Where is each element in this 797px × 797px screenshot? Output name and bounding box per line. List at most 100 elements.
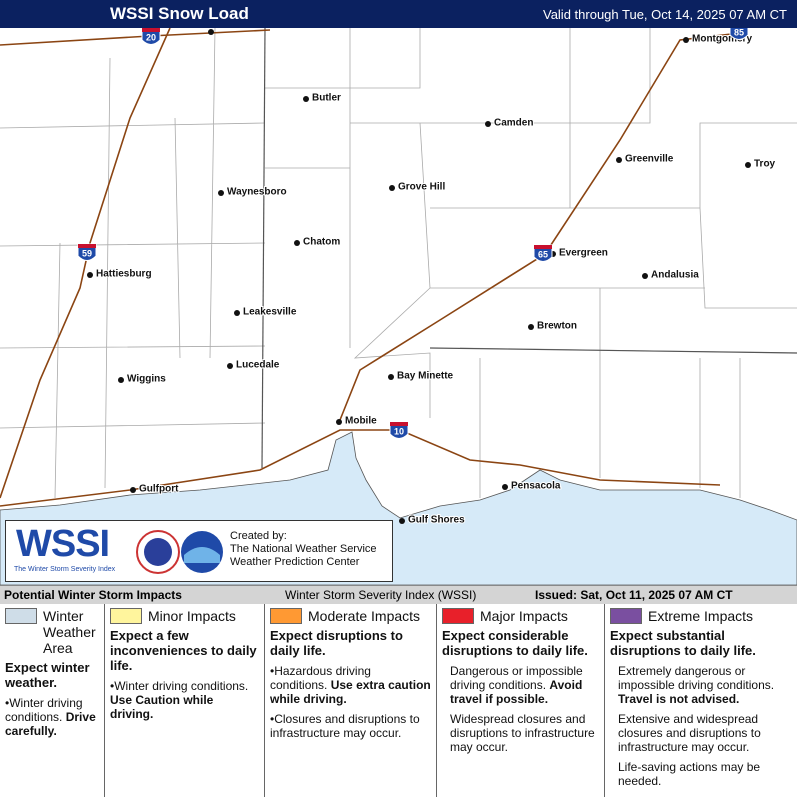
legend-title: Extreme Impacts (648, 608, 754, 624)
header: WSSI Snow Load Valid through Tue, Oct 14… (0, 0, 797, 28)
city-dot (234, 310, 240, 316)
logo-subtitle: The Winter Storm Severity Index (14, 566, 116, 573)
city-dot (130, 487, 136, 493)
city-dot (388, 374, 394, 380)
legend-header: Extreme Impacts (610, 608, 792, 624)
shield-top (390, 422, 408, 426)
city-dot (389, 185, 395, 191)
interstate-shield (533, 244, 553, 262)
city-dot (227, 363, 233, 369)
shield-number: 85 (734, 28, 744, 37)
legend-column: Minor Impacts Expect a few inconveniences… (105, 604, 265, 797)
logo-box: WSSI The Winter Storm Severity Index Cre… (5, 520, 393, 582)
legend-title: Minor Impacts (148, 608, 236, 624)
item-emphasis: Drive carefully. (5, 710, 96, 738)
city-label: Lucedale (236, 360, 280, 371)
city-label: Brewton (537, 321, 577, 332)
credit-line: Weather Prediction Center (230, 556, 360, 568)
legend-item: Winter driving conditions. Drive careful… (5, 696, 99, 738)
city-dot (218, 190, 224, 196)
footer-left: Potential Winter Storm Impacts (4, 588, 182, 602)
credit-line: Created by: (230, 530, 287, 542)
shield-top (78, 244, 96, 248)
item-text: Extremely dangerous or impossible drivin… (618, 664, 775, 692)
city-dot (87, 272, 93, 278)
city-label: Grove Hill (398, 182, 445, 193)
shield-top (142, 28, 160, 32)
city-label: Greenville (625, 154, 674, 165)
shield-number: 20 (146, 32, 156, 42)
city-dot (208, 29, 214, 35)
legend-column: Extreme Impacts Expect substantial disrup… (605, 604, 797, 797)
legend-item: Life-saving actions may be needed. (610, 760, 792, 788)
legend-item: Hazardous driving conditions. Use extra … (270, 664, 431, 706)
shield-number: 10 (394, 426, 404, 436)
city-dot (399, 518, 405, 524)
item-text: Life-saving actions may be needed. (618, 760, 761, 788)
legend-column: Major Impacts Expect considerable disrupt… (437, 604, 605, 797)
credit-line: The National Weather Service (230, 543, 377, 555)
legend-header: Winter Weather Area (5, 608, 99, 656)
city-dot (118, 377, 124, 383)
legend-item: Extremely dangerous or impossible drivin… (610, 664, 792, 706)
city-dot (616, 157, 622, 163)
title: WSSI Snow Load (110, 4, 249, 23)
city-label: Waynesboro (227, 187, 287, 198)
legend-header: Minor Impacts (110, 608, 259, 624)
legend-summary: Expect winter weather. (5, 660, 90, 690)
city-label: Leakesville (243, 307, 297, 318)
legend-item: Widespread closures and disruptions to i… (442, 712, 599, 754)
city-dot (294, 240, 300, 246)
city-label: Gulf Shores (408, 515, 465, 526)
legend-summary: Expect considerable disruptions to daily… (442, 628, 588, 658)
interstate-shield (729, 28, 749, 40)
city-label: Butler (312, 93, 341, 104)
legend-summary: Expect a few inconveniences to daily lif… (110, 628, 257, 673)
legend-swatch (110, 608, 142, 624)
city-label: Chatom (303, 237, 340, 248)
legend-column: Winter Weather Area Expect winter weather… (0, 604, 105, 797)
logo-mark: WSSI (16, 523, 110, 565)
item-emphasis: Use extra caution while driving. (270, 678, 431, 706)
issued: Issued: Sat, Oct 11, 2025 07 AM CT (535, 588, 733, 602)
interstate-shield (77, 243, 97, 261)
city-label: Hattiesburg (96, 269, 152, 280)
legend-item: Winter driving conditions. Use Caution w… (110, 679, 259, 721)
item-emphasis: Travel is not advised. (618, 692, 740, 706)
legend-item: Extensive and widespread closures and di… (610, 712, 792, 754)
city-dot (528, 324, 534, 330)
legend-header: Moderate Impacts (270, 608, 431, 624)
item-text: Hazardous driving conditions. (270, 664, 371, 692)
city-label: Camden (494, 118, 533, 129)
city-label: Wiggins (127, 374, 166, 385)
credit: Created by: The National Weather Service… (230, 530, 377, 569)
city-label: Troy (754, 159, 776, 170)
city-dot (642, 273, 648, 279)
city-dot (336, 419, 342, 425)
legend-summary: Expect disruptions to daily life. (270, 628, 403, 658)
legend-swatch (442, 608, 474, 624)
city-label: Andalusia (651, 270, 699, 281)
city-dot (683, 37, 689, 43)
legend-column: Moderate Impacts Expect disruptions to da… (265, 604, 437, 797)
legend-swatch (610, 608, 642, 624)
legend-swatch (270, 608, 302, 624)
interstate-shield (389, 421, 409, 439)
legend-title: Major Impacts (480, 608, 568, 624)
city-label: Gulfport (139, 484, 179, 495)
legend-item: Dangerous or impossible driving conditio… (442, 664, 599, 706)
valid-time: Valid through Tue, Oct 14, 2025 07 AM CT (542, 7, 787, 22)
legend-header: Major Impacts (442, 608, 599, 624)
item-emphasis: Avoid travel if possible. (450, 678, 583, 706)
city-dot (502, 484, 508, 490)
city-label: Evergreen (559, 248, 608, 259)
legend-summary: Expect substantial disruptions to daily … (610, 628, 756, 658)
legend-title: Winter Weather Area (43, 608, 96, 656)
city-label: Mobile (345, 416, 377, 427)
city-dot (485, 121, 491, 127)
item-emphasis: Use Caution while driving. (110, 693, 214, 721)
item-text: Closures and disruptions to infrastructu… (270, 712, 420, 740)
legend-title: Moderate Impacts (308, 608, 421, 624)
